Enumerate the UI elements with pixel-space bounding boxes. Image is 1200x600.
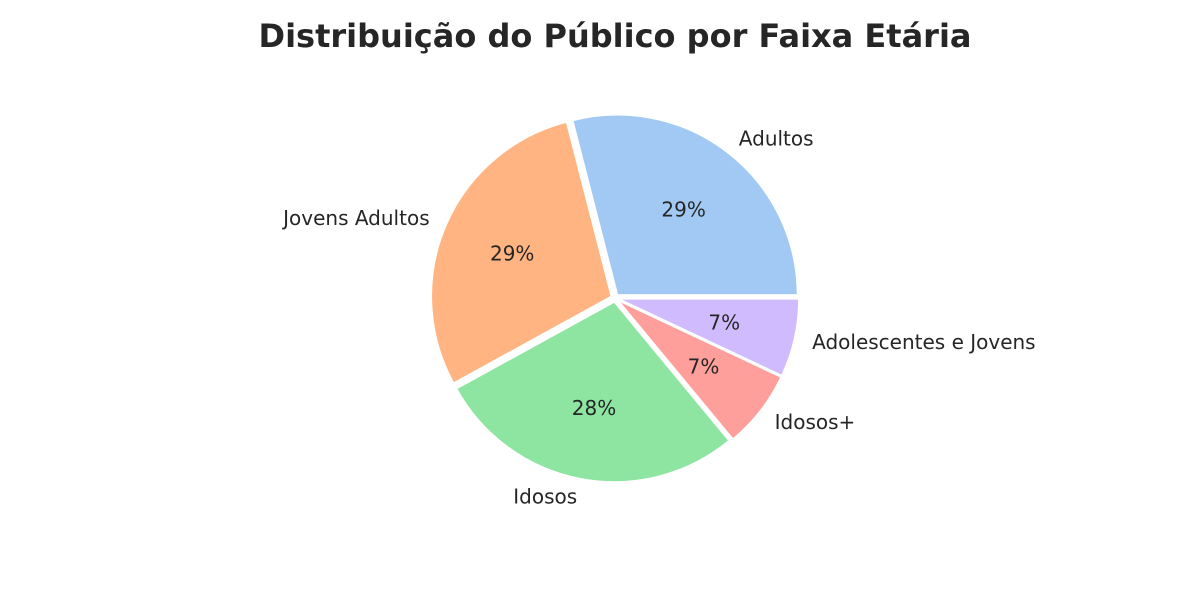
pie-slice-adolescentes-e-jovens [618,298,800,377]
pie-slice-jovens-adultos [430,121,613,385]
pct-label-adolescentes-e-jovens: 7% [708,310,740,334]
pie-slice-idosos [455,300,731,483]
slice-label-jovens-adultos: Jovens Adultos [281,206,429,230]
slice-label-idosos: Idosos+ [775,410,856,434]
pie-slice-adultos [571,114,799,296]
pie-slices [430,114,800,483]
pct-label-jovens-adultos: 29% [490,242,534,266]
pct-label-idosos: 28% [572,396,616,420]
pct-label-idosos: 7% [688,355,720,379]
slice-label-adultos: Adultos [739,126,814,150]
chart-title: Distribuição do Público por Faixa Etária [259,17,972,55]
slice-label-adolescentes-e-jovens: Adolescentes e Jovens [812,330,1035,354]
pie-slice-idosos [617,299,783,441]
pie-labels: Adultos 29% Jovens Adultos 29% Idosos 28% Idos… [281,126,1035,508]
slice-label-idosos: Idosos [513,484,577,508]
pct-label-adultos: 29% [661,198,705,222]
